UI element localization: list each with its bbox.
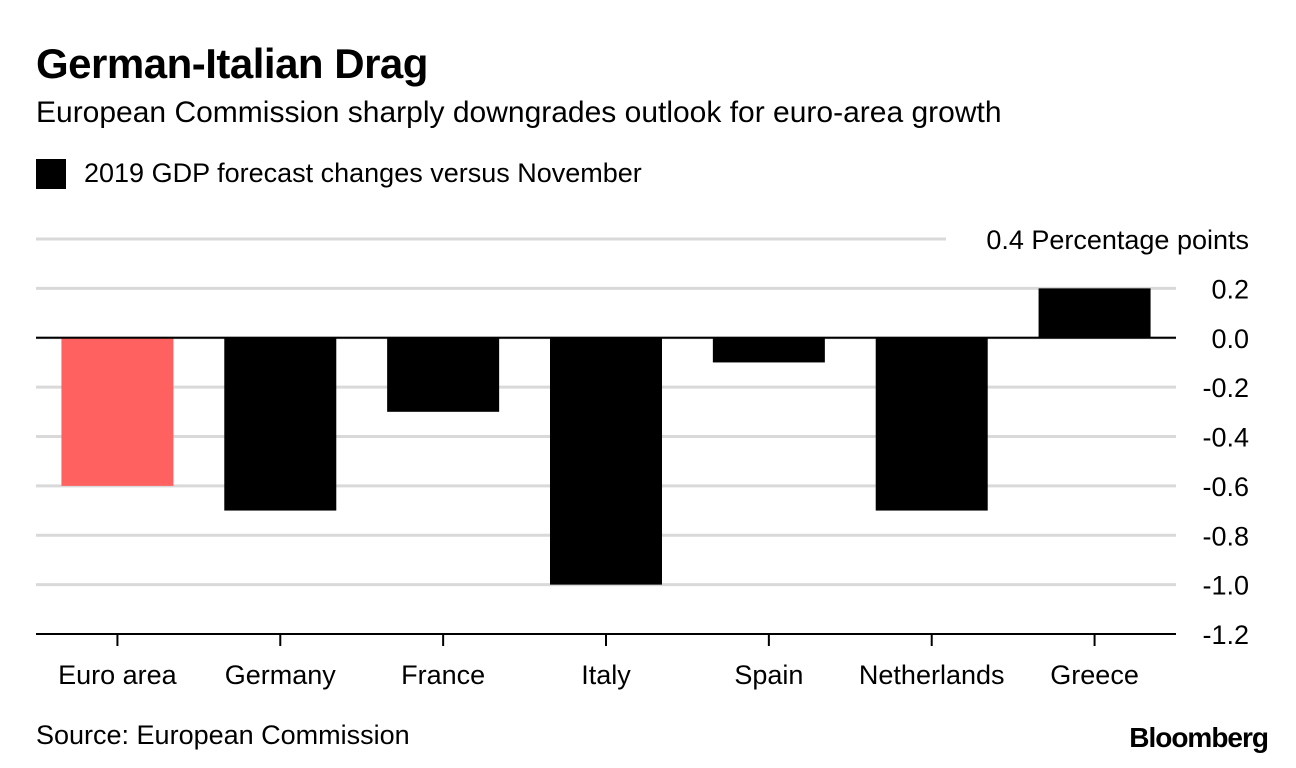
legend-label: 2019 GDP forecast changes versus Novembe… (84, 158, 642, 188)
y-tick-label-8: -1.2 (1202, 620, 1249, 650)
x-tick-label-3: Italy (581, 660, 631, 690)
y-tick-label-2: 0.0 (1211, 324, 1249, 354)
y-tick-label-5: -0.6 (1202, 472, 1249, 502)
x-tick-label-0: Euro area (58, 660, 178, 690)
bar-germany (224, 337, 337, 511)
bar-greece (1038, 288, 1151, 338)
label-layer: 0.4 Percentage points 0.2 0.0 -0.2 -0.4 -0.6 -… (58, 225, 1249, 690)
axis-layer (36, 336, 1176, 646)
source-note: Source: European Commission (36, 720, 410, 750)
y-tick-label-4: -0.4 (1202, 423, 1249, 453)
legend-swatch (36, 158, 66, 189)
bar-spain (712, 337, 825, 363)
bloomberg-logo: Bloomberg (1129, 722, 1269, 753)
bar-italy (550, 337, 662, 585)
y-tick-label-7: -1.0 (1202, 571, 1249, 601)
x-tick-label-5: Netherlands (859, 660, 1005, 690)
bar-netherlands (875, 337, 988, 511)
x-tick-label-4: Spain (734, 660, 803, 690)
x-tick-label-6: Greece (1050, 660, 1139, 690)
chart-title: German-Italian Drag (36, 40, 428, 87)
y-tick-label-6: -0.8 (1202, 521, 1249, 551)
y-tick-label-0: 0.4 Percentage points (986, 225, 1249, 255)
y-tick-label-1: 0.2 (1211, 274, 1249, 304)
chart-subtitle: European Commission sharply downgrades o… (36, 96, 1002, 129)
bar-euro-area (61, 337, 174, 486)
y-tick-label-3: -0.2 (1202, 373, 1249, 403)
bar-france (387, 337, 500, 412)
x-tick-label-2: France (401, 660, 485, 690)
chart-legend: 2019 GDP forecast changes versus Novembe… (36, 158, 642, 189)
bar-layer (61, 288, 1151, 585)
x-tick-label-1: Germany (225, 660, 337, 690)
